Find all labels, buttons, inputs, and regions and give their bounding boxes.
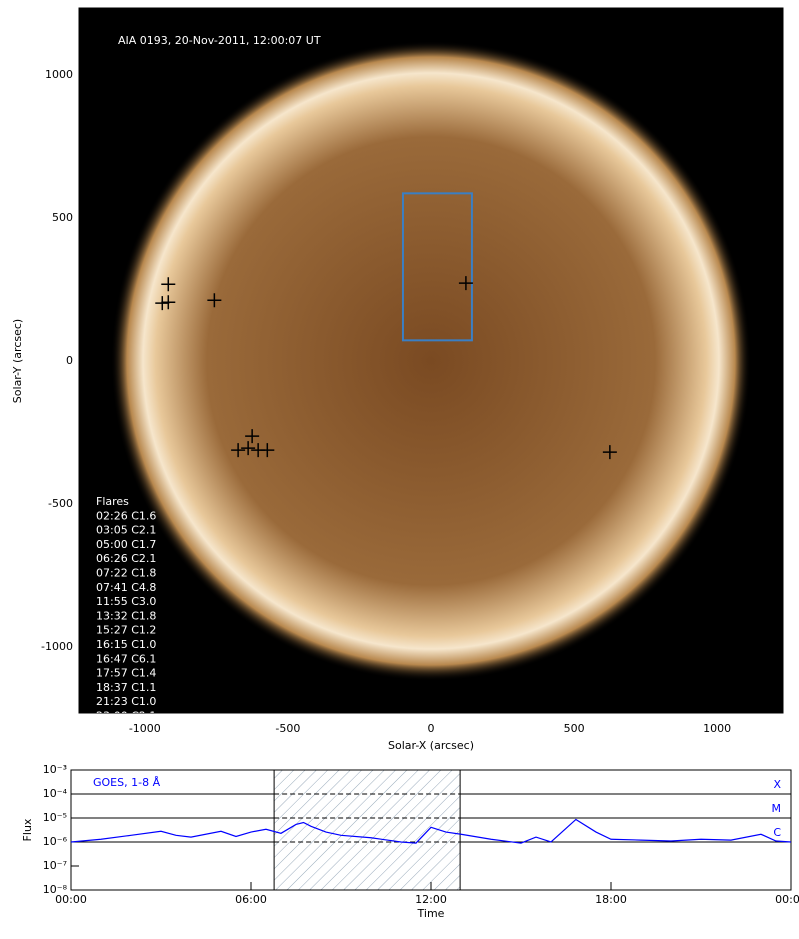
flare-list-item: 07:22 C1.8 bbox=[96, 567, 156, 580]
flare-marker bbox=[458, 276, 473, 291]
y-tick-label: -1000 bbox=[41, 640, 73, 653]
flare-list-item: 11:55 C3.0 bbox=[96, 595, 156, 608]
y-tick-label: 10⁻⁸ bbox=[43, 883, 68, 896]
y-tick-label: 500 bbox=[52, 211, 73, 224]
flare-list-item: 23:00 C2.1 bbox=[96, 710, 156, 723]
y-tick-label: 10⁻⁷ bbox=[43, 859, 67, 872]
level-label: X bbox=[773, 778, 781, 791]
y-tick-label: 10⁻³ bbox=[43, 763, 67, 776]
x-tick-label: -1000 bbox=[129, 722, 161, 735]
flare-list-item: 18:37 C1.1 bbox=[96, 681, 156, 694]
flare-list-item: 05:00 C1.7 bbox=[96, 538, 156, 551]
x-tick-label: 1000 bbox=[703, 722, 731, 735]
flare-marker bbox=[260, 443, 275, 458]
flare-list-item: 17:57 C1.4 bbox=[96, 667, 156, 680]
level-label: M bbox=[772, 802, 782, 815]
y-axis-label: Flux bbox=[21, 818, 34, 841]
flare-marker bbox=[231, 443, 246, 458]
y-tick-label: 1000 bbox=[45, 68, 73, 81]
flare-list-item: 16:47 C6.1 bbox=[96, 652, 156, 665]
x-tick-label: -500 bbox=[275, 722, 300, 735]
flare-marker bbox=[161, 277, 176, 292]
x-tick-label: 18:00 bbox=[595, 893, 627, 906]
y-axis-label: Solar-Y (arcsec) bbox=[11, 319, 24, 403]
level-label: C bbox=[773, 826, 781, 839]
y-tick-label: -500 bbox=[48, 497, 73, 510]
x-tick-label: 00:00 bbox=[55, 893, 87, 906]
flare-list-item: 02:26 C1.6 bbox=[96, 509, 156, 522]
x-axis-label: Time bbox=[417, 907, 445, 920]
solar-disk bbox=[111, 41, 751, 681]
x-tick-label: 0 bbox=[428, 722, 435, 735]
y-tick-label: 0 bbox=[66, 354, 73, 367]
flare-marker bbox=[207, 293, 222, 308]
y-tick-label: 10⁻⁴ bbox=[43, 787, 68, 800]
x-tick-label: 06:00 bbox=[235, 893, 267, 906]
flare-list-title: Flares bbox=[96, 495, 129, 508]
x-axis-label: Solar-X (arcsec) bbox=[388, 739, 474, 752]
flare-marker bbox=[241, 441, 256, 456]
flare-list-item: 13:32 C1.8 bbox=[96, 609, 156, 622]
flare-list-item: 21:23 C1.0 bbox=[96, 695, 156, 708]
highlight bbox=[274, 770, 461, 890]
image-title: AIA 0193, 20-Nov-2011, 12:00:07 UT bbox=[118, 34, 321, 47]
flare-marker bbox=[245, 429, 260, 444]
flare-list-item: 15:27 C1.2 bbox=[96, 624, 156, 637]
x-tick-label: 12:00 bbox=[415, 893, 447, 906]
region-box bbox=[401, 192, 473, 342]
y-tick-label: 10⁻⁶ bbox=[43, 835, 68, 848]
flare-list-item: 16:15 C1.0 bbox=[96, 638, 156, 651]
flare-marker bbox=[155, 296, 170, 311]
flare-list-item: 06:26 C2.1 bbox=[96, 552, 156, 565]
legend: GOES, 1-8 Å bbox=[93, 776, 161, 789]
x-tick-label: 00:00 bbox=[775, 893, 799, 906]
flare-marker bbox=[602, 445, 617, 460]
flare-list-item: 03:05 C2.1 bbox=[96, 524, 156, 537]
x-tick-label: 500 bbox=[564, 722, 585, 735]
flare-list-item: 07:41 C4.8 bbox=[96, 581, 156, 594]
y-tick-label: 10⁻⁵ bbox=[43, 811, 67, 824]
flux-line bbox=[71, 818, 791, 844]
flare-marker bbox=[161, 295, 176, 310]
